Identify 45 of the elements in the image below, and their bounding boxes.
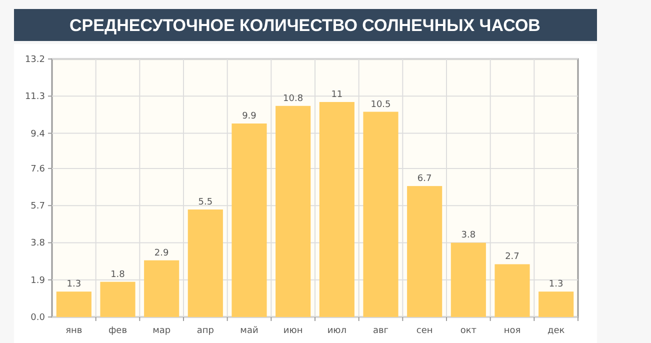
bar [450, 242, 486, 317]
x-tick-label: мар [152, 326, 171, 336]
data-label: 2.9 [154, 248, 170, 258]
x-tick-label: дек [547, 326, 566, 336]
y-tick-label: 11.3 [24, 92, 45, 102]
data-label: 6.7 [417, 174, 432, 184]
x-tick-label: авг [372, 326, 389, 336]
x-tick-label: ноя [504, 326, 521, 336]
data-label: 1.3 [66, 280, 82, 290]
bar [319, 102, 354, 317]
x-tick-label: июл [327, 326, 347, 336]
y-tick-label: 1.9 [30, 276, 46, 286]
y-tick-label: 3.8 [30, 238, 46, 249]
data-label: 5.5 [198, 198, 213, 208]
x-tick-label: янв [66, 326, 82, 336]
y-tick-label: 5.7 [30, 202, 45, 212]
y-tick-label: 0.0 [30, 313, 46, 323]
x-tick-label: апр [196, 326, 214, 336]
x-tick-label: июн [283, 326, 303, 336]
bar [363, 112, 398, 317]
x-tick-label: май [240, 326, 258, 336]
data-label: 10.5 [370, 100, 391, 110]
x-tick-label: фев [108, 326, 128, 336]
data-label: 10.8 [283, 94, 304, 104]
data-label: 1.8 [110, 270, 126, 280]
y-tick-label: 13.2 [24, 55, 45, 65]
bar [232, 124, 267, 317]
data-label: 11 [331, 90, 343, 100]
bar [494, 264, 530, 317]
bar [276, 106, 311, 317]
bar [188, 210, 223, 317]
bar [144, 260, 180, 317]
chart-title: СРЕДНЕСУТОЧНОЕ КОЛИЧЕСТВО СОЛНЕЧНЫХ ЧАСОВ [70, 16, 540, 35]
x-tick-label: окт [460, 326, 477, 336]
data-label: 9.9 [242, 112, 257, 122]
bar [538, 292, 574, 317]
y-tick-label: 7.6 [30, 164, 46, 174]
data-label: 2.7 [505, 252, 520, 262]
bar [100, 282, 136, 317]
x-tick-label: сен [416, 326, 433, 336]
bar [56, 292, 92, 317]
bar [407, 186, 442, 317]
data-label: 3.8 [461, 230, 476, 241]
data-label: 1.3 [548, 280, 564, 290]
y-tick-label: 9.4 [30, 129, 46, 140]
